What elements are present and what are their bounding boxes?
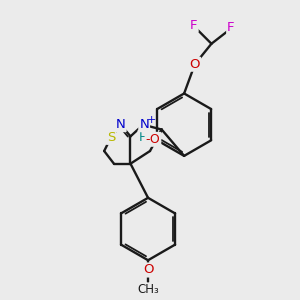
Text: F: F [190,19,198,32]
Text: N: N [116,118,126,131]
Text: +: + [147,115,157,125]
Text: H: H [139,131,148,144]
Text: O: O [190,58,200,71]
Text: CH₃: CH₃ [137,283,159,296]
Text: -O: -O [146,133,160,146]
Text: S: S [107,131,115,144]
Text: F: F [227,21,235,34]
Text: O: O [143,263,153,277]
Text: N: N [139,118,149,131]
